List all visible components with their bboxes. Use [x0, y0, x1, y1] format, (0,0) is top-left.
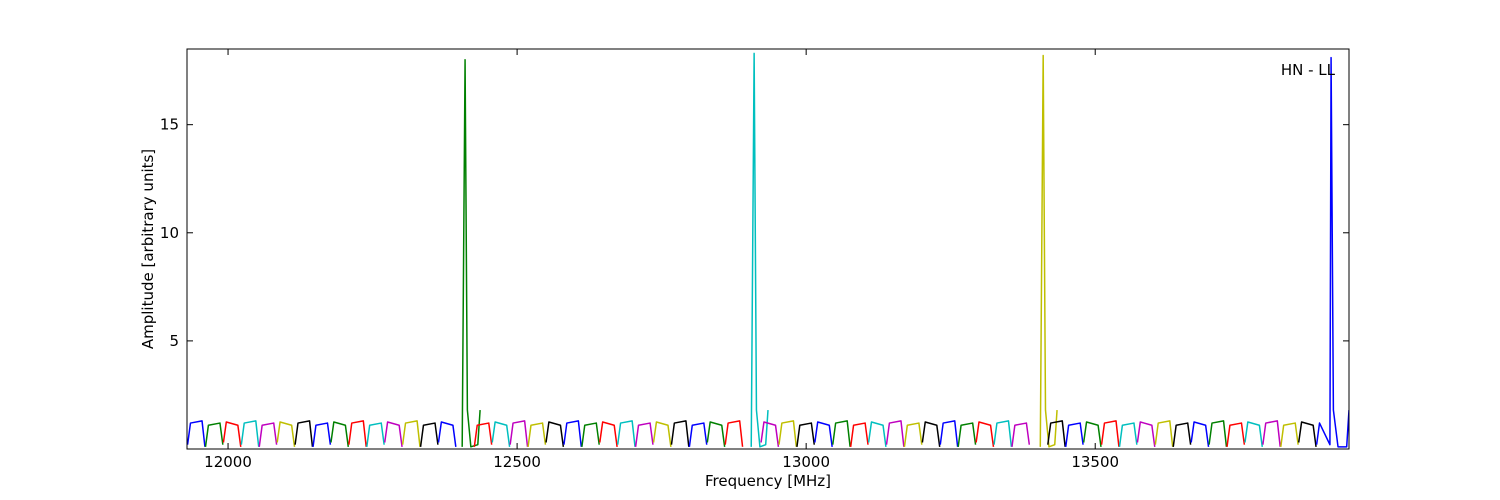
annotation: HN - LL — [1281, 61, 1336, 79]
series-line — [1011, 422, 1031, 447]
x-axis-label: Frequency [MHz] — [705, 472, 831, 490]
series-line — [1136, 421, 1156, 447]
series-line — [366, 422, 385, 447]
series-line — [1100, 420, 1120, 447]
series-line — [187, 420, 206, 447]
series-line — [401, 420, 421, 447]
series-line — [1244, 421, 1264, 447]
series-line — [1082, 421, 1102, 447]
series-line — [240, 420, 260, 447]
series-line — [706, 421, 726, 447]
series-line — [1154, 420, 1174, 447]
series-line — [688, 422, 708, 447]
series-line — [527, 422, 547, 447]
series-line — [814, 421, 833, 447]
series-line — [473, 422, 493, 447]
plot-area — [187, 52, 1349, 448]
series-line — [616, 420, 636, 447]
series-line — [849, 422, 869, 447]
series-line — [383, 421, 403, 447]
series-line — [1262, 420, 1281, 447]
series-line — [599, 421, 618, 447]
series-line — [750, 52, 769, 448]
series-line — [760, 421, 780, 447]
series-line — [1297, 421, 1317, 447]
series-line — [939, 420, 959, 447]
series-line — [1064, 422, 1084, 447]
series-line — [724, 420, 744, 447]
series-line — [796, 422, 815, 447]
series-line — [921, 421, 941, 447]
y-axis-label: Amplitude [arbitrary units] — [139, 149, 157, 349]
series-line — [1226, 422, 1246, 447]
series-line — [1280, 422, 1299, 447]
series-line — [670, 420, 690, 447]
series-line — [885, 420, 905, 447]
series-line — [1118, 422, 1138, 447]
series-line — [294, 420, 314, 447]
series-line — [957, 422, 977, 447]
series-line — [563, 420, 583, 447]
series-line — [993, 420, 1013, 447]
series-line — [437, 421, 457, 447]
series-line — [634, 422, 654, 447]
series-line — [276, 421, 296, 447]
axes-frame — [186, 48, 1350, 450]
series-line — [581, 422, 600, 447]
series-line — [419, 422, 439, 447]
series-line — [975, 421, 995, 447]
series-line — [509, 420, 529, 447]
series-line — [1172, 422, 1192, 447]
series-line — [312, 422, 332, 447]
x-tick-label: 13000 — [782, 453, 830, 471]
series-line — [348, 420, 367, 447]
series-line — [491, 421, 511, 447]
series-line — [652, 421, 672, 447]
series-line — [204, 422, 224, 447]
series-line — [867, 421, 887, 447]
series-line — [330, 421, 350, 447]
x-tick-label: 13500 — [1071, 453, 1119, 471]
series-line — [778, 420, 798, 447]
x-tick-label: 12000 — [204, 453, 252, 471]
series-line — [832, 420, 851, 447]
x-tick-label: 12500 — [493, 453, 541, 471]
series-line — [258, 422, 278, 447]
series-line — [1039, 54, 1058, 448]
series-line — [545, 421, 565, 447]
series-line — [903, 422, 923, 447]
y-tick-label: 10 — [160, 224, 179, 242]
y-tick-label: 5 — [169, 332, 179, 350]
series-line — [1047, 420, 1066, 447]
series-line — [461, 59, 481, 448]
series-line — [1190, 421, 1210, 447]
series-line — [222, 421, 242, 447]
series-line — [1208, 420, 1228, 447]
y-tick-label: 15 — [160, 116, 179, 134]
series-line — [1315, 56, 1349, 448]
